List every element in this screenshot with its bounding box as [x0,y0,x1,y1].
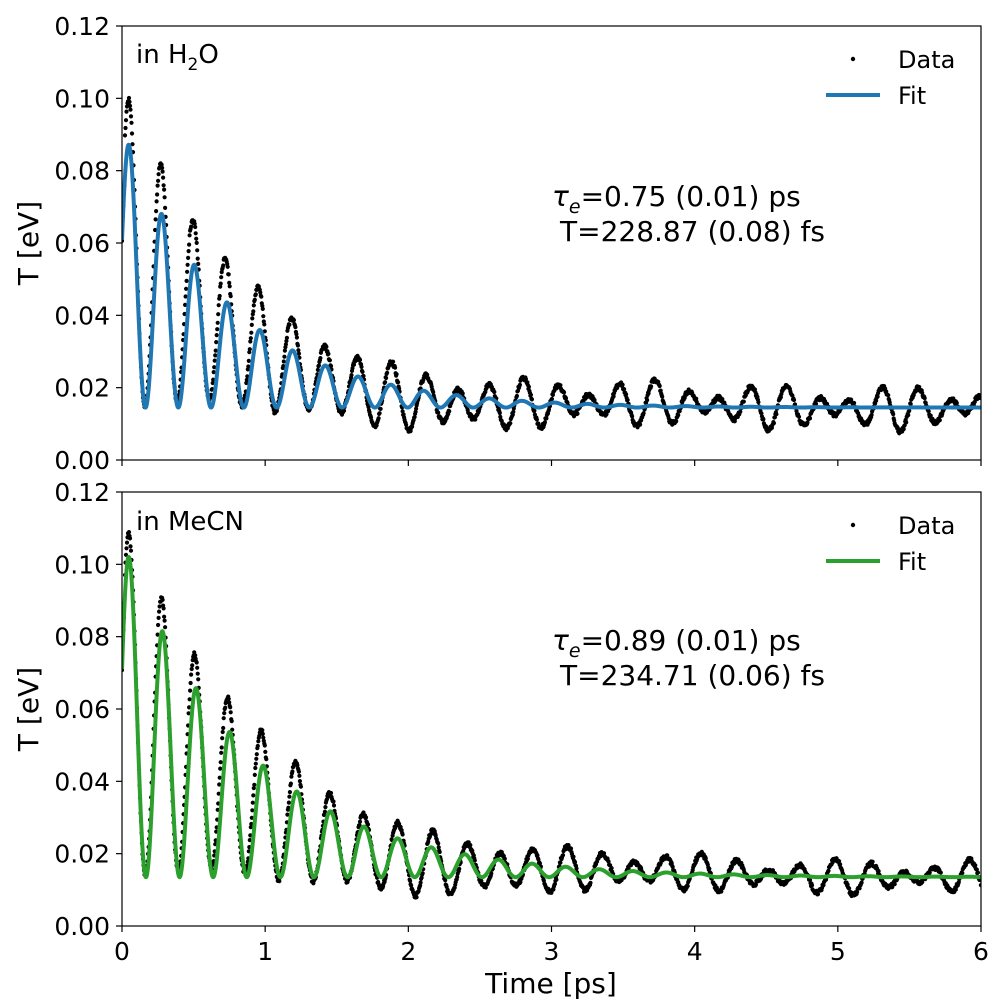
fit-line [122,554,981,880]
x-tick-label: 1 [257,937,273,966]
legend-data-label: Data [898,46,955,74]
legend-data-label: Data [898,512,955,540]
y-tick-label: 0.00 [54,446,110,475]
tau-annotation: τe=0.89 (0.01) ps [552,624,801,662]
y-tick-label: 0.04 [54,301,110,330]
y-tick-label: 0.04 [54,767,110,796]
y-axis-label: T [eV] [12,201,45,286]
y-tick-label: 0.10 [54,550,110,579]
x-tick-label: 4 [687,937,703,966]
panel-h2o: T [eV] in H2O τe=0.75 (0.01) ps T=228.87… [12,12,982,475]
x-tick-label: 3 [544,937,560,966]
y-tick-label: 0.10 [54,84,110,113]
y-tick-label: 0.02 [54,840,110,869]
y-tick-label: 0.06 [54,695,110,724]
panel-label: in MeCN [136,507,244,537]
x-tick-label: 0 [114,937,130,966]
x-axis-label: Time [ps] [484,967,617,1000]
legend-data-marker [850,56,856,62]
y-tick-label: 0.00 [54,912,110,941]
legend-fit-label: Fit [898,548,926,576]
y-tick-label: 0.12 [54,12,110,41]
legend-fit-label: Fit [898,82,926,110]
period-annotation: T=234.71 (0.06) fs [559,659,825,692]
x-tick-label: 2 [400,937,416,966]
y-axis-label: T [eV] [12,667,45,752]
y-tick-label: 0.12 [54,478,110,507]
plot-area [122,530,981,900]
y-tick-label: 0.06 [54,229,110,258]
y-tick-label: 0.08 [54,623,110,652]
legend: Data Fit [826,46,955,110]
tau-annotation: τe=0.75 (0.01) ps [552,180,801,218]
y-tick-label: 0.02 [54,374,110,403]
plot-area [122,95,981,436]
panel-mecn: T [eV] Time [ps] in MeCN τe=0.89 (0.01) … [12,478,989,1000]
period-annotation: T=228.87 (0.08) fs [559,215,825,248]
legend-data-marker [850,522,856,528]
x-tick-label: 5 [830,937,846,966]
x-tick-label: 6 [973,937,989,966]
fit-line [122,142,981,410]
y-tick-label: 0.08 [54,157,110,186]
legend: Data Fit [826,512,955,576]
panel-label: in H2O [136,40,219,75]
